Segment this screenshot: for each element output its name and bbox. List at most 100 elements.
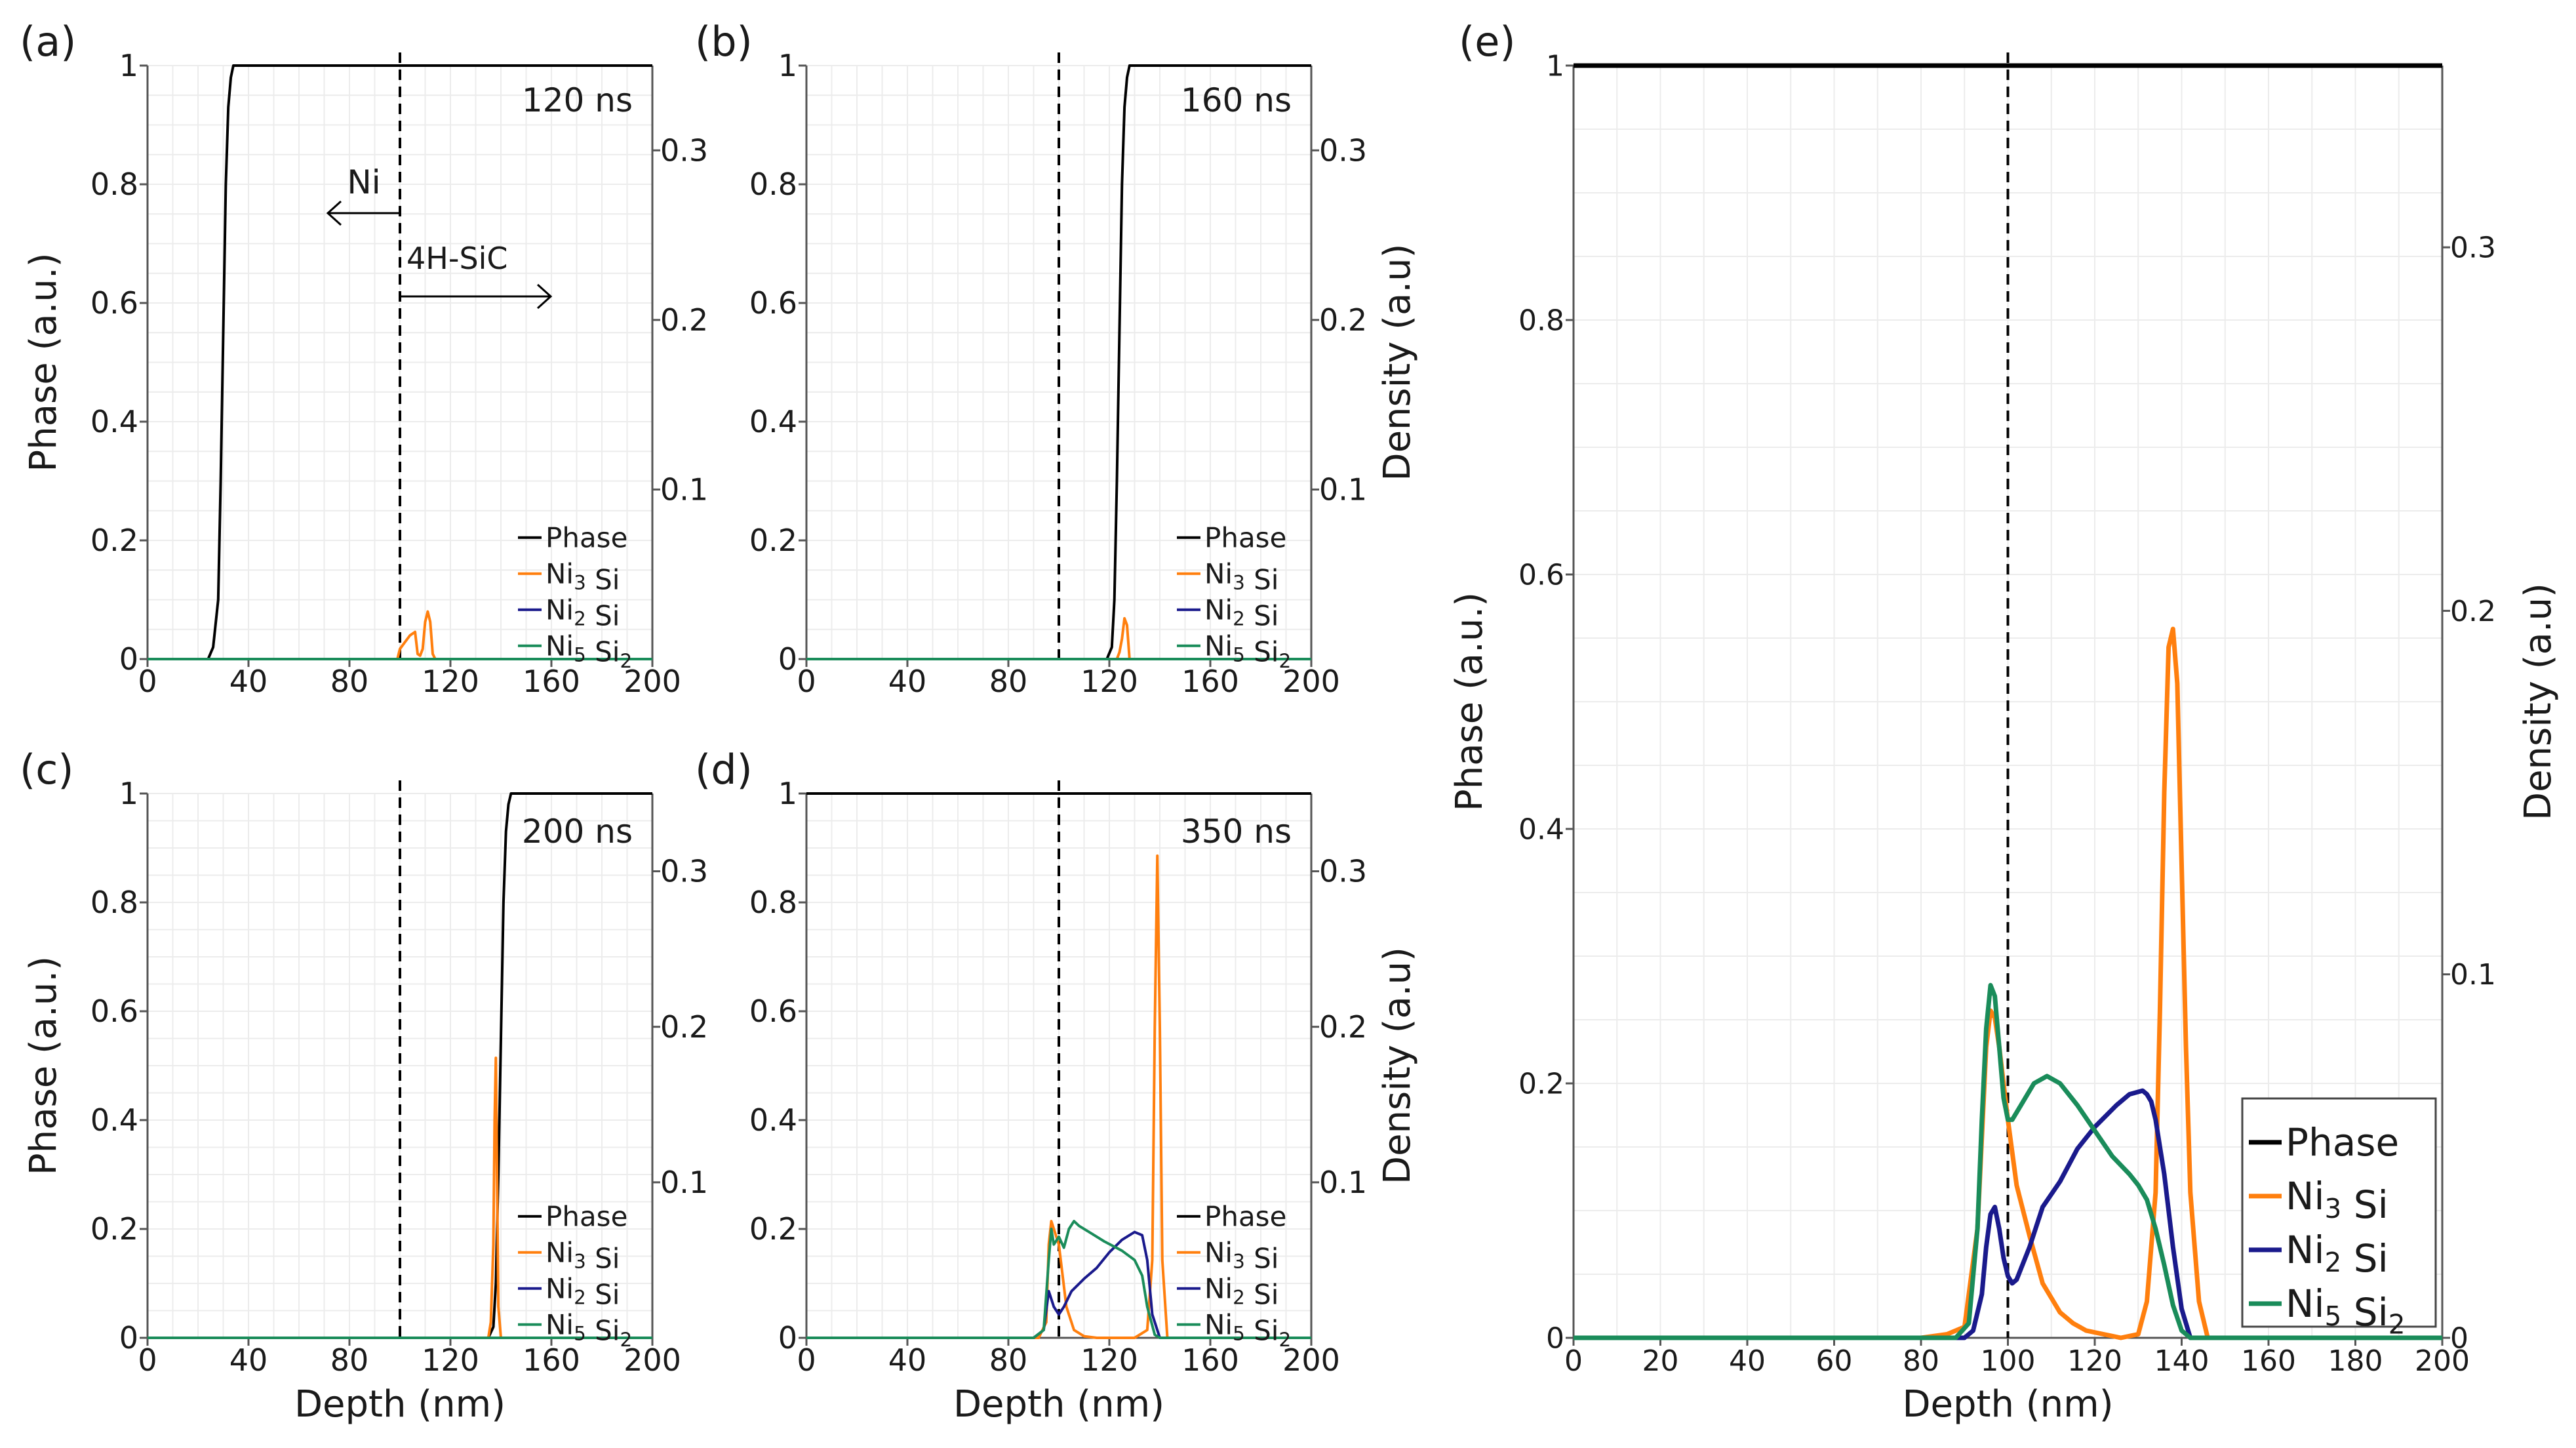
legend-label: Ni5 Si2: [1204, 1308, 1291, 1350]
series-Phase: [148, 64, 652, 660]
legend-subscript: 3: [1233, 1251, 1245, 1273]
y-tick-label: 0.2: [90, 1211, 138, 1247]
legend-text: Si: [1245, 636, 1279, 668]
y2-axis-label: Density (a.u): [1376, 243, 1419, 481]
panel-label: (b): [695, 18, 753, 66]
x-tick-label: 80: [989, 664, 1028, 699]
series-Phase: [148, 792, 652, 1339]
series-Ni5Si2: [806, 1220, 1311, 1339]
y-axis-label: Phase (a.u.): [1448, 592, 1491, 811]
y-tick-label: 0: [119, 641, 138, 677]
y-tick-label: 1: [778, 48, 797, 83]
y-tick-label: 0.2: [749, 1211, 797, 1247]
legend-label: Ni2 Si: [545, 1272, 620, 1310]
panel-e: 0 20 40 60 80 100 120 140 160 180 20000.20.40.60.8…: [1448, 18, 2560, 1426]
x-tick-label: 20: [1642, 1344, 1679, 1378]
legend-text: Si: [1245, 1315, 1279, 1347]
legend-text: Si: [586, 1315, 620, 1347]
legend-text: Si: [1245, 564, 1279, 596]
y-tick-label: 0: [778, 641, 797, 677]
y2-tick-label: 0.3: [660, 132, 708, 168]
x-tick-label: 0: [797, 1342, 816, 1378]
legend-text: Ni: [2286, 1228, 2325, 1272]
x-tick-label: 80: [330, 664, 369, 699]
y2-tick-label: 0.2: [1319, 1009, 1367, 1045]
x-tick-label: 200: [1282, 664, 1340, 699]
legend-text: Ni: [2286, 1281, 2325, 1326]
y2-tick-label: 0.1: [1319, 1165, 1367, 1200]
y2-tick-label: 0.2: [660, 1009, 708, 1045]
legend-text: Si: [2341, 1236, 2388, 1281]
legend-subscript: 5: [2325, 1300, 2342, 1332]
x-tick-label: 40: [888, 1342, 927, 1378]
x-tick-label: 160: [1181, 664, 1239, 699]
legend-text: Ni: [1204, 593, 1233, 626]
x-tick-label: 160: [2241, 1344, 2296, 1378]
x-tick-label: 40: [229, 664, 268, 699]
grid: [806, 65, 1312, 660]
panel-label: (e): [1459, 18, 1516, 66]
y2-tick-label: 0.1: [660, 472, 708, 508]
y2-tick-label: 0.2: [1319, 302, 1367, 338]
legend-subscript: 5: [1233, 644, 1245, 666]
y-axis-label: Phase (a.u.): [22, 252, 65, 472]
panel-b: 0 40 80 120 160 200 0 0.2 0.4 0.6 0.8 1 0.1 0.2 0.3 (b)…: [695, 18, 1419, 699]
legend-label: Ni5 Si2: [2286, 1281, 2406, 1340]
y2-tick-label: 0.3: [660, 854, 708, 889]
legend-text: Phase: [2286, 1120, 2399, 1165]
legend-label: Phase: [545, 521, 627, 553]
y-tick-label: 0.8: [749, 885, 797, 920]
legend-subscript: 2: [2388, 1309, 2406, 1340]
y-tick-label: 1: [119, 48, 138, 83]
x-tick-label: 40: [1729, 1344, 1766, 1378]
legend-label: Phase: [1204, 521, 1286, 553]
legend-label: Ni5 Si2: [1204, 630, 1291, 672]
legend-label: Ni3 Si: [1204, 557, 1278, 595]
legend-subscript: 2: [1278, 650, 1291, 672]
x-tick-label: 120: [2067, 1344, 2122, 1378]
y-tick-label: 0.6: [90, 994, 138, 1029]
y-tick-label: 0.4: [749, 1102, 797, 1138]
legend-text: Ni: [545, 557, 574, 590]
legend-text: Ni: [1204, 630, 1233, 662]
legend-text: Si: [1245, 1279, 1279, 1311]
legend-subscript: 2: [2325, 1247, 2342, 1278]
legend-label: Ni3 Si: [545, 557, 620, 595]
legend-text: Ni: [545, 1236, 574, 1268]
y2-axis-label: Density (a.u): [2517, 583, 2560, 820]
y-tick-label: 0: [778, 1320, 797, 1356]
x-tick-label: 160: [523, 1342, 580, 1378]
legend-text: Ni: [545, 1272, 574, 1304]
series-Ni2Si: [1574, 1088, 2442, 1340]
y-tick-label: 0.6: [90, 285, 138, 321]
y-tick-label: 1: [119, 776, 138, 811]
legend-subscript: 2: [1233, 1287, 1245, 1309]
series-Phase: [806, 64, 1311, 660]
legend-subscript: 3: [574, 1251, 586, 1273]
x-tick-label: 160: [1181, 1342, 1239, 1378]
legend-label: Ni3 Si: [1204, 1236, 1278, 1274]
legend-subscript: 2: [620, 650, 632, 672]
x-tick-label: 60: [1816, 1344, 1853, 1378]
legend-text: Ni: [545, 1308, 574, 1340]
legend-text: Si: [586, 564, 620, 596]
x-tick-label: 200: [624, 664, 681, 699]
sic-arrow-head: [536, 283, 553, 310]
y-axis-label: Phase (a.u.): [22, 956, 65, 1175]
x-tick-label: 120: [1080, 664, 1138, 699]
y-tick-label: 0.6: [1518, 558, 1564, 592]
y-tick-label: 0.8: [90, 167, 138, 202]
y-tick-label: 0.2: [1518, 1067, 1564, 1100]
legend-text: Si: [2341, 1290, 2388, 1335]
y2-tick-label: 0.1: [660, 1165, 708, 1200]
legend-subscript: 2: [1278, 1329, 1291, 1351]
panel-d: 0 40 80 120 160 200 0 0.2 0.4 0.6 0.8 1 0.1 0.2 0.3 (d)…: [695, 746, 1419, 1426]
legend-text: Phase: [1204, 1200, 1286, 1232]
x-axis-label: Depth (nm): [1902, 1383, 2113, 1426]
x-tick-label: 160: [523, 664, 580, 699]
x-axis-label: Depth (nm): [294, 1383, 505, 1426]
x-tick-label: 80: [330, 1342, 369, 1378]
series-Ni3Si: [148, 1056, 652, 1339]
